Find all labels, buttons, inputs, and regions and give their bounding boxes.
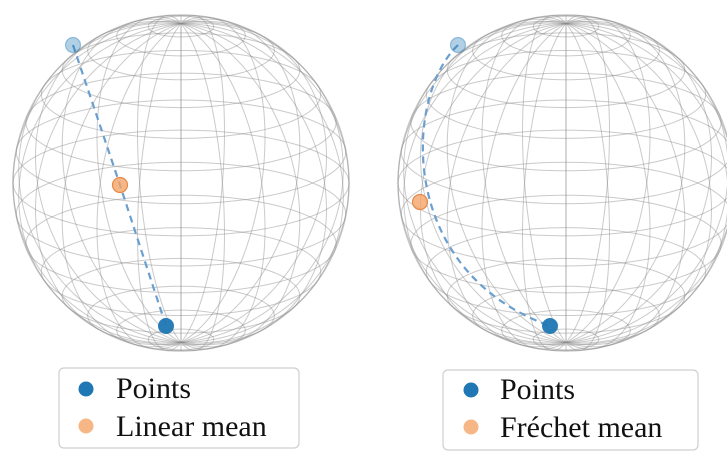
point-bottom-right [542,318,558,334]
sphere-gridline [18,23,182,344]
sphere-gridline [12,23,182,343]
sphere-gridline [96,23,182,350]
sphere-outline [12,14,350,352]
sphere-gridline [565,22,727,343]
sphere-gridline [481,23,567,350]
legend-box-left [58,367,300,449]
point-top-right [449,36,467,54]
sphere-gridline [565,18,686,343]
sphere-gridline [180,22,344,343]
sphere-gridline [522,23,567,351]
legend-mean-label-right: Fréchet mean [500,411,662,444]
sphere-gridline [18,22,182,343]
sphere-gridline [61,32,301,109]
sphere-gridline [522,15,567,343]
sphere-gridline [425,49,707,139]
sphere-gridline [180,18,301,343]
frechet-mean-marker [411,193,429,211]
sphere-gridline [180,15,225,343]
sphere-gridline [25,72,337,172]
legend-points-label-left: Points [116,372,191,405]
legend-points-marker-left [78,381,94,397]
sphere-gridline [87,20,275,81]
legend-box-right [442,369,699,451]
sphere-gridline [400,161,727,267]
legend-mean-marker-right [463,419,479,435]
sphere-gridline [565,23,610,351]
sphere-gridline [61,257,301,334]
geodesic-path-right [421,44,551,328]
sphere-gridline [147,328,215,351]
sphere-gridline [565,23,727,344]
sphere-gridline [410,72,722,172]
sphere-gridline [400,99,727,205]
sphere-gridline [180,23,225,351]
sphere-gridline [137,15,182,343]
point-top-left [64,36,82,54]
sphere-gridline [40,227,322,317]
sphere-wireframe-left [12,14,350,352]
sphere-gridline [446,257,686,334]
sphere-gridline [446,32,686,109]
sphere-gridline [565,16,651,343]
sphere-gridline [472,20,660,81]
sphere-gridline [403,23,567,344]
legend-left: Points Linear mean [58,367,300,449]
sphere-gridline [25,194,337,294]
sphere-gridline [397,23,567,343]
sphere-gridline [532,15,600,38]
sphere-gridline [481,16,567,343]
sphere-gridline [565,23,651,350]
panel-left: Points Linear mean [12,14,350,449]
legend-right: Points Fréchet mean [442,369,699,451]
sphere-gridline [96,16,182,343]
sphere-gridline [40,49,322,139]
sphere-outline [397,14,727,352]
sphere-gridline [446,18,567,343]
sphere-gridline [565,23,727,343]
sphere-gridline [425,227,707,317]
sphere-gridline [446,23,567,348]
sphere-gridline [472,285,660,346]
sphere-gridline [180,23,350,343]
sphere-gridline [180,23,266,350]
legend-mean-marker-left [78,418,94,434]
panel-right: Points Fréchet mean [397,14,727,451]
sphere-gridline [147,15,215,38]
legend-points-marker-right [463,382,479,398]
sphere-wireframe-right [397,14,727,352]
sphere-gridline [180,23,301,348]
sphere-gridline [565,15,610,343]
sphere-gridline [410,194,722,294]
legend-points-label-right: Points [500,373,575,406]
legend-mean-label-left: Linear mean [116,410,267,443]
sphere-gridline [565,23,686,348]
point-bottom-left [158,318,174,334]
sphere-gridline [180,23,344,344]
linear-mean-marker [111,176,129,194]
sphere-gridline [532,328,600,351]
sphere-gridline [87,285,275,346]
sphere-gridline [137,23,182,351]
sphere-gridline [403,22,567,343]
sphere-gridline [180,16,266,343]
